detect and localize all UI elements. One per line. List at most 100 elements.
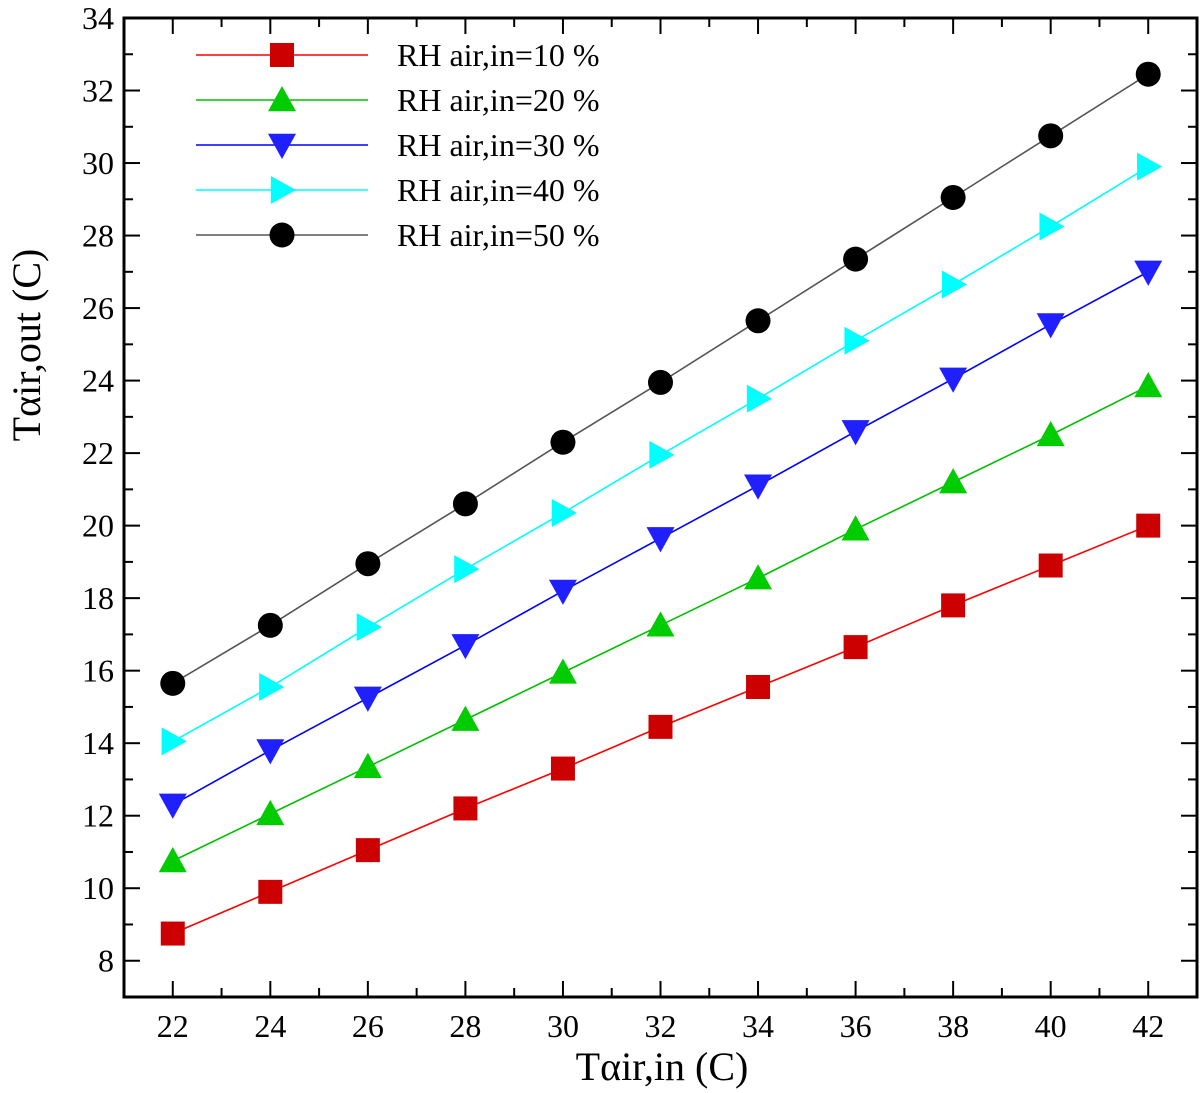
data-point xyxy=(841,515,870,541)
x-tick-label: 30 xyxy=(547,1008,579,1044)
data-point xyxy=(451,634,480,660)
data-point xyxy=(548,658,577,684)
series-group xyxy=(160,61,1161,696)
data-point xyxy=(356,613,382,642)
x-tick-label: 22 xyxy=(157,1008,189,1044)
legend-marker xyxy=(270,176,296,204)
data-point xyxy=(353,752,382,778)
legend-entry: RH air,in=40 % xyxy=(196,172,600,208)
series-group xyxy=(160,513,1161,946)
y-tick-label: 30 xyxy=(82,145,114,181)
data-point xyxy=(158,847,187,873)
x-tick-label: 24 xyxy=(254,1008,286,1044)
data-point xyxy=(648,369,673,395)
x-tick-label: 32 xyxy=(645,1008,677,1044)
legend-marker xyxy=(270,43,294,67)
data-point xyxy=(939,367,968,393)
data-point xyxy=(256,799,285,826)
legend-entry: RH air,in=50 % xyxy=(196,217,600,253)
data-point xyxy=(548,579,577,605)
y-tick-label: 26 xyxy=(82,290,114,326)
data-point xyxy=(649,440,675,469)
y-tick-label: 8 xyxy=(98,943,114,979)
x-tick-label: 38 xyxy=(937,1008,969,1044)
series-group xyxy=(158,260,1163,819)
data-point xyxy=(259,672,285,701)
data-point xyxy=(646,611,675,637)
legend-marker xyxy=(269,222,295,248)
data-point xyxy=(646,527,675,553)
data-point xyxy=(355,838,380,863)
legend: RH air,in=10 % RH air,in=20 % RH air,in=30… xyxy=(196,37,600,253)
data-point xyxy=(745,308,771,334)
data-point xyxy=(744,474,773,500)
x-tick-label: 34 xyxy=(742,1008,774,1044)
data-point xyxy=(939,468,968,494)
data-point xyxy=(160,921,185,946)
y-tick-label: 16 xyxy=(82,653,114,689)
y-tick-label: 14 xyxy=(82,725,114,761)
data-point xyxy=(746,384,773,413)
y-tick-label: 32 xyxy=(82,73,114,109)
axes: 22 24 26 28 30 32 34 36 38 40 42 8 10 12 14 16 18 20 22 24 2… xyxy=(82,0,1199,1044)
legend-label: RH air,in=10 % xyxy=(397,37,600,73)
data-point xyxy=(256,739,285,765)
data-point xyxy=(1136,513,1161,538)
legend-entry: RH air,in=30 % xyxy=(196,127,600,163)
y-axis-title: Tαir,out (C) xyxy=(4,249,49,442)
data-point xyxy=(843,246,869,272)
x-tick-label: 28 xyxy=(449,1008,481,1044)
data-point xyxy=(158,793,187,819)
x-axis-title: Tαir,in (C) xyxy=(576,1044,749,1089)
y-tick-label: 34 xyxy=(82,0,114,36)
legend-label: RH air,in=20 % xyxy=(397,82,600,118)
plot-frame xyxy=(122,16,1199,999)
x-tick-label: 42 xyxy=(1132,1008,1164,1044)
data-point xyxy=(940,184,966,210)
x-tick-label: 26 xyxy=(352,1008,384,1044)
data-point xyxy=(1137,152,1163,181)
data-point xyxy=(161,727,187,756)
data-point xyxy=(551,498,577,527)
data-point xyxy=(353,686,382,712)
data-point xyxy=(941,270,968,299)
series-group xyxy=(161,152,1163,756)
data-point xyxy=(1135,61,1161,87)
y-tick-label: 24 xyxy=(82,363,114,399)
data-point xyxy=(746,674,771,699)
data-point xyxy=(1039,212,1065,241)
data-point xyxy=(843,635,868,660)
data-point xyxy=(1134,260,1163,286)
x-tick-label: 40 xyxy=(1035,1008,1067,1044)
data-point xyxy=(844,326,870,355)
data-point xyxy=(1036,313,1065,339)
legend-entry: RH air,in=10 % xyxy=(196,37,600,73)
y-tick-label: 20 xyxy=(82,508,114,544)
data-point xyxy=(1134,372,1163,398)
plot-area xyxy=(158,61,1163,946)
data-point xyxy=(648,714,673,739)
data-point xyxy=(550,756,575,781)
legend-marker xyxy=(268,86,296,112)
data-point xyxy=(160,670,186,696)
legend-label: RH air,in=50 % xyxy=(397,217,600,253)
series-group xyxy=(158,372,1163,873)
data-point xyxy=(453,796,478,821)
legend-label: RH air,in=40 % xyxy=(397,172,600,208)
data-point xyxy=(941,593,966,618)
data-point xyxy=(744,564,773,590)
data-point xyxy=(1038,553,1063,578)
y-tick-label: 28 xyxy=(82,218,114,254)
data-point xyxy=(1036,420,1065,447)
data-point xyxy=(1038,123,1064,149)
legend-label: RH air,in=30 % xyxy=(397,127,600,163)
data-point xyxy=(257,612,283,638)
data-point xyxy=(841,420,870,446)
data-point xyxy=(550,429,576,455)
legend-marker xyxy=(268,133,296,159)
data-point xyxy=(451,705,480,731)
data-point xyxy=(454,555,480,584)
data-point xyxy=(258,879,283,904)
data-point xyxy=(355,551,381,577)
x-tick-label: 36 xyxy=(840,1008,872,1044)
